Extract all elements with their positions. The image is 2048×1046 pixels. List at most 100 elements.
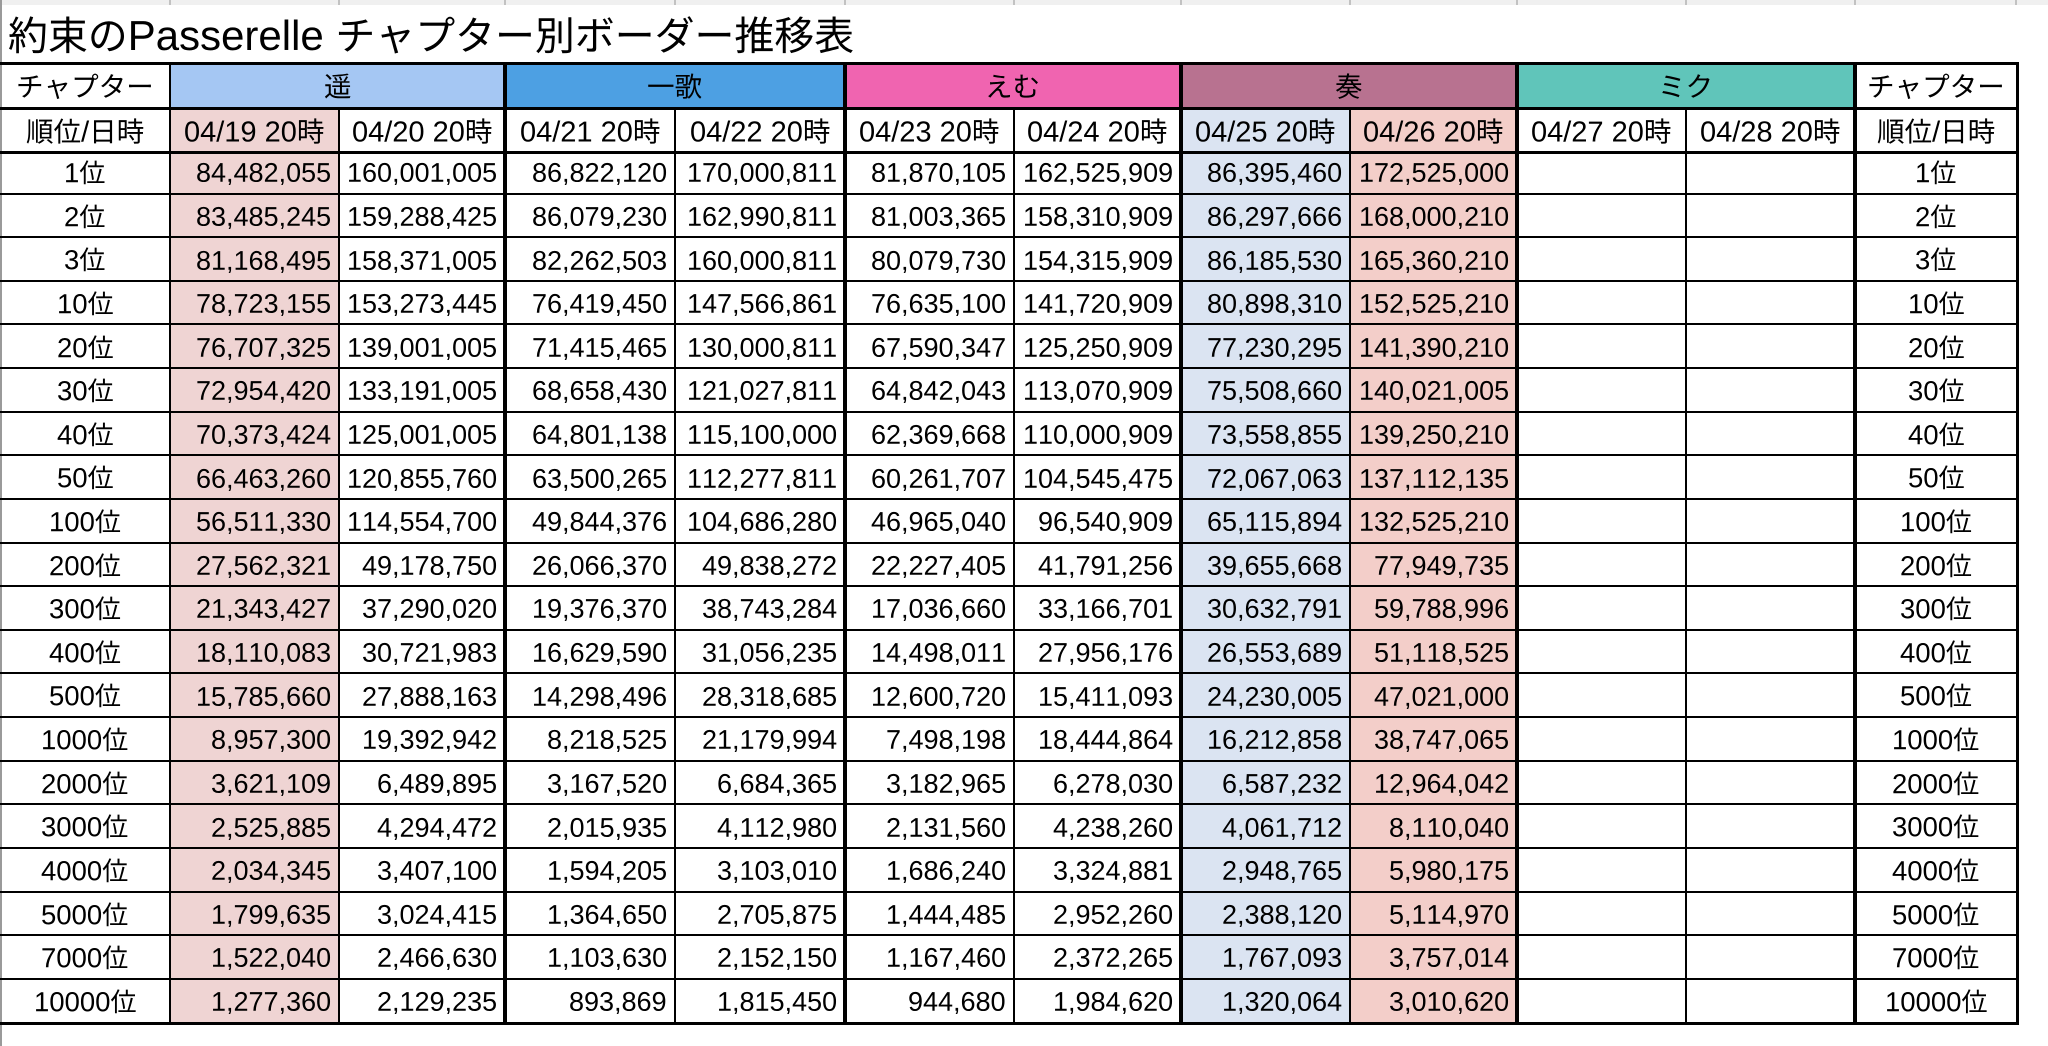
value-cell [1350, 586, 1509, 630]
value-text [1208, 643, 1341, 666]
sheet-gridline-tick [1013, 0, 1015, 5]
value-cell [170, 368, 331, 412]
value-cell [505, 848, 667, 892]
row-border [0, 323, 2018, 326]
value-cell [505, 324, 667, 368]
value-text [688, 424, 836, 448]
rank-label-left-text [51, 509, 121, 534]
rank-label-left [0, 761, 170, 805]
value-text [197, 381, 330, 404]
value-text [377, 904, 496, 927]
value-text [197, 424, 331, 448]
group-band-2 [505, 64, 845, 107]
value-text [533, 424, 666, 448]
value-text [212, 730, 330, 753]
value-text [197, 555, 330, 578]
rank-label-left [0, 804, 170, 848]
value-cell [505, 543, 667, 587]
value-text [718, 948, 836, 971]
value-text [688, 381, 836, 404]
value-cell [675, 848, 837, 892]
value-cell [675, 804, 837, 848]
value-text [872, 294, 1005, 317]
value-text [1024, 424, 1172, 448]
value-text [348, 424, 496, 448]
rank-label-left-text [42, 771, 128, 795]
value-text [1024, 468, 1172, 491]
value-text [872, 468, 1005, 491]
sheet-gridline-tick [1349, 0, 1351, 5]
value-cell [1181, 412, 1342, 456]
value-cell [1350, 237, 1509, 281]
date-header-text [1701, 117, 1840, 144]
sheet-gridline-tick [1854, 0, 1856, 5]
rank-label-right-text [1908, 465, 1964, 490]
value-text [887, 861, 1005, 884]
rank-label-right-text [1893, 945, 1979, 970]
value-text [1223, 904, 1341, 927]
value-cell [505, 499, 667, 543]
value-text [533, 686, 666, 709]
date-header-text [352, 117, 492, 144]
rank-label-left [0, 324, 170, 368]
value-cell [845, 935, 1006, 979]
value-text [533, 250, 666, 273]
value-cell [845, 324, 1006, 368]
value-cell [845, 150, 1006, 194]
value-text [1039, 512, 1172, 535]
value-cell [1350, 673, 1509, 717]
rank-label-left [0, 848, 170, 892]
rank-label-right-text [1901, 552, 1972, 577]
value-text [1223, 991, 1342, 1015]
rank-label-left [0, 368, 170, 412]
value-text [532, 512, 666, 535]
value-cell [170, 150, 331, 194]
rank-label-right-text [1901, 596, 1972, 621]
value-cell [675, 324, 837, 368]
value-text [197, 686, 330, 709]
value-text [533, 468, 666, 491]
rank-label-right [1855, 761, 2017, 805]
value-text [1360, 163, 1508, 186]
value-cell [1014, 237, 1173, 281]
group-header-1-text [324, 73, 351, 99]
value-cell [505, 673, 667, 717]
value-cell [505, 804, 667, 848]
rank-label-right [1855, 979, 2017, 1023]
value-text [702, 599, 837, 622]
value-text [1375, 773, 1508, 796]
value-text [533, 599, 666, 622]
value-cell [339, 412, 497, 456]
value-cell [1181, 543, 1342, 587]
date-header-text [1028, 117, 1167, 144]
value-text [1389, 948, 1509, 971]
sheet-gridline-tick [2015, 0, 2017, 5]
value-text [197, 599, 330, 622]
value-text [378, 948, 496, 971]
rank-label-left-text [42, 901, 128, 926]
value-text [196, 512, 330, 535]
value-text [871, 512, 1005, 535]
value-cell [170, 412, 331, 456]
value-cell [1014, 717, 1173, 761]
value-text [1360, 512, 1508, 535]
value-cell [505, 935, 667, 979]
value-text [1389, 991, 1508, 1015]
rank-label-left [0, 892, 170, 936]
value-cell [1014, 848, 1173, 892]
value-text [1024, 250, 1172, 273]
value-text [1223, 773, 1341, 796]
value-cell [1181, 281, 1342, 325]
rank-label-left-text [35, 989, 136, 1014]
value-cell [339, 630, 497, 674]
value-cell [675, 979, 837, 1023]
value-cell [339, 455, 497, 499]
rank-label-right-text [1901, 683, 1972, 708]
value-cell [845, 804, 1006, 848]
row-border [0, 497, 2018, 500]
value-text [1360, 381, 1508, 404]
value-cell [339, 673, 497, 717]
date-header-text [520, 117, 660, 144]
value-cell [675, 935, 837, 979]
value-cell [675, 673, 837, 717]
